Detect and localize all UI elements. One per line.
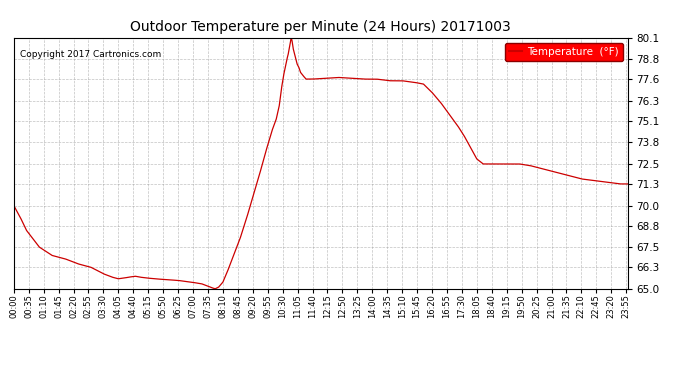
Title: Outdoor Temperature per Minute (24 Hours) 20171003: Outdoor Temperature per Minute (24 Hours… xyxy=(130,20,511,33)
Text: Copyright 2017 Cartronics.com: Copyright 2017 Cartronics.com xyxy=(20,50,161,59)
Legend: Temperature  (°F): Temperature (°F) xyxy=(505,43,622,61)
